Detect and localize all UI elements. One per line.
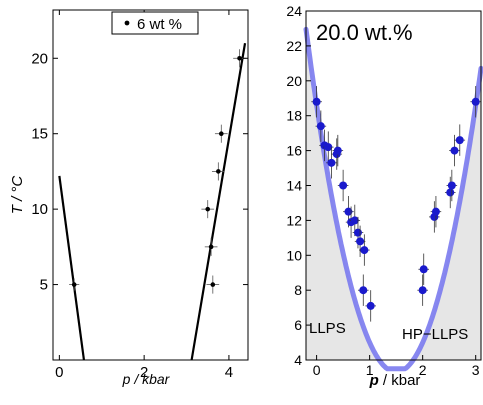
left-fit-line-1	[190, 43, 247, 361]
left-point-marker	[210, 282, 216, 287]
left-y-axis-label: T / °C	[9, 176, 26, 215]
right-y-tick-label: 22	[286, 38, 302, 54]
right-point-marker	[316, 122, 325, 131]
right-point-marker	[353, 228, 362, 237]
left-legend-marker	[124, 20, 130, 26]
right-point-marker	[344, 207, 353, 216]
right-data-point	[354, 225, 366, 258]
right-data-point	[418, 253, 430, 285]
right-x-axis-label: p / kbar	[369, 372, 421, 389]
right-data-point	[446, 169, 458, 202]
left-x-tick-label: 0	[55, 364, 63, 381]
right-data-point	[332, 134, 344, 167]
left-legend-label: 6 wt %	[137, 16, 182, 33]
right-y-tick-label: 8	[294, 282, 302, 298]
left-point-marker	[205, 206, 211, 212]
left-x-axis-label: p / kbar	[122, 371, 171, 387]
left-y-tick-label: 20	[31, 50, 48, 67]
right-data-point	[337, 169, 349, 202]
right-data-point	[417, 274, 428, 306]
left-data-point	[206, 275, 220, 294]
right-data-point	[357, 274, 369, 306]
left-point-marker	[208, 244, 214, 250]
right-y-tick-label: 16	[286, 143, 302, 159]
left-data-point	[204, 237, 218, 256]
right-data-point	[454, 124, 466, 156]
right-data-point	[326, 147, 337, 179]
right-boundary-curve	[303, 26, 483, 372]
right-point-marker	[418, 286, 427, 295]
right-point-marker	[356, 237, 365, 246]
left-point-marker	[237, 55, 242, 61]
left-panel: 0 2 4 5 10 15 20 6 wt % p / kbar T / °C	[9, 9, 249, 387]
left-x-tick-label: 2	[140, 364, 148, 381]
left-point-marker	[71, 282, 77, 287]
right-point-marker	[471, 97, 480, 106]
right-x-tick-label: 2	[419, 362, 427, 378]
right-y-tick-label: 20	[286, 73, 302, 89]
right-annotation-hp-llps: HP−LLPS	[402, 326, 468, 343]
left-y-tick-label: 5	[40, 277, 48, 294]
right-y-tick-label: 10	[286, 247, 302, 263]
right-point-marker	[327, 158, 336, 167]
left-data-point	[69, 278, 80, 291]
right-point-marker	[366, 301, 375, 310]
right-point-marker	[333, 146, 342, 155]
right-y-tick-label: 18	[286, 108, 302, 124]
right-point-marker	[455, 136, 464, 145]
right-data-point	[322, 131, 334, 163]
right-point-marker	[431, 207, 440, 216]
right-data-point	[315, 110, 327, 142]
left-legend-box	[111, 11, 199, 35]
right-point-marker	[339, 181, 348, 190]
right-y-tick-label: 12	[286, 212, 302, 228]
right-data-point	[430, 195, 442, 228]
left-x-tick-label: 4	[225, 364, 233, 381]
left-fit-line-0	[58, 175, 86, 361]
right-annotation-llps: LLPS	[309, 320, 346, 337]
left-data-point	[214, 124, 228, 143]
right-point-marker	[419, 265, 428, 274]
left-plot-frame	[52, 9, 249, 361]
left-y-tick-label: 15	[31, 126, 48, 143]
right-y-tick-label: 14	[286, 178, 302, 194]
left-y-tick-label: 10	[31, 201, 48, 218]
right-y-tick-label: 6	[294, 317, 302, 333]
right-x-tick-label: 3	[472, 362, 480, 378]
right-point-marker	[359, 286, 368, 295]
right-x-tick-label: 0	[313, 362, 321, 378]
right-point-marker	[360, 246, 369, 255]
right-point-marker	[350, 216, 359, 225]
right-point-marker	[450, 146, 459, 155]
right-point-marker	[447, 181, 456, 190]
right-point-marker	[324, 143, 333, 152]
left-point-marker	[218, 131, 224, 137]
right-y-tick-label: 4	[294, 352, 302, 368]
left-legend: 6 wt %	[111, 11, 199, 35]
right-data-point	[470, 86, 481, 118]
right-point-marker	[446, 188, 455, 197]
right-data-point	[311, 86, 322, 118]
left-data-point	[201, 200, 215, 219]
left-data-point	[211, 162, 225, 181]
right-y-tick-label: 24	[286, 3, 302, 19]
right-title: 20.0 wt.%	[316, 20, 413, 45]
right-data-point	[365, 290, 376, 322]
right-x-tick-label: 1	[366, 362, 374, 378]
right-data-point	[359, 234, 370, 266]
left-point-marker	[216, 169, 221, 174]
right-point-marker	[312, 97, 321, 106]
